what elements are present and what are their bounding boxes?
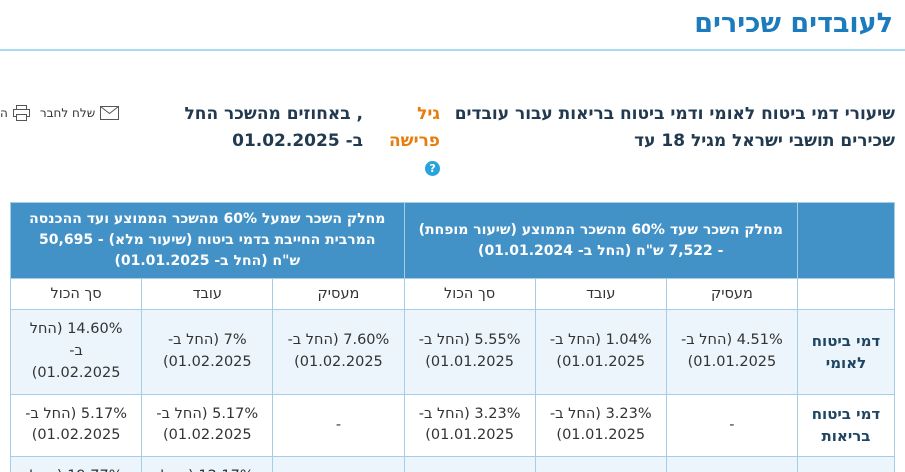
rate-cell: 1.04% (החל ב- 01.01.2025)	[534, 309, 667, 395]
rate-cell: 3.23% (החל ב- 01.01.2025)	[534, 393, 667, 458]
row-label: דמי ביטוח בריאות	[797, 393, 895, 458]
rate-cell: 7.60% (החל ב- 01.02.2025)	[272, 309, 405, 395]
sub-header-total-full: סך הכול	[9, 278, 143, 311]
rate-cell: 4.51% (החל ב- 01.01.2025)	[665, 309, 799, 395]
help-icon[interactable]: ?	[425, 161, 440, 177]
group-header-row: מחלק השכר שעד 60% מהשכר הממוצע (שיעור מו…	[10, 202, 895, 280]
print-partial-label: ה	[0, 106, 8, 121]
title-divider	[0, 49, 905, 52]
intro-heading: שיעורי דמי ביטוח לאומי ודמי ביטוח בריאות…	[163, 101, 895, 180]
rate-cell: -	[272, 393, 405, 458]
rate-cell: 19.77% (החל ב- 01.02.2025)	[9, 456, 143, 472]
intro-text-tail: , באחוזים מהשכר החל ב- 01.02.2025	[184, 104, 364, 151]
rates-table: מחלק השכר שעד 60% מהשכר הממוצע (שיעור מו…	[9, 202, 895, 472]
sub-header-employer-reduced: מעסיק	[665, 278, 799, 311]
rate-cell: 7% (החל ב- 01.02.2025)	[141, 309, 274, 395]
group-header-reduced-rate: מחלק השכר שעד 60% מהשכר הממוצע (שיעור מו…	[403, 202, 799, 280]
intro-row: שיעורי דמי ביטוח לאומי ודמי ביטוח בריאות…	[0, 101, 895, 180]
table-row-total: סך הכול 4.51% (החל ב- 01.01.2025) 4.27% …	[9, 456, 895, 472]
sub-header-employer-full: מעסיק	[272, 278, 405, 311]
share-toolbar: שלח לחבר ה	[0, 101, 120, 122]
rate-cell: 5.17% (החל ב- 01.02.2025)	[141, 393, 274, 458]
printer-icon	[12, 105, 30, 122]
retirement-age-link-label: גיל פרישה	[389, 104, 440, 151]
rate-cell: 4.51% (החל ב- 01.01.2025)	[665, 456, 799, 472]
rate-cell: 7.60% (החל ב- 01.02.2025)	[272, 456, 405, 472]
sub-header-employee-reduced: עובד	[534, 278, 667, 311]
row-label: דמי ביטוח לאומי	[797, 309, 895, 395]
rate-cell: 14.60% (החל ב- 01.02.2025)	[9, 309, 143, 395]
send-to-friend-label: שלח לחבר	[39, 106, 96, 121]
corner-cell	[797, 202, 895, 280]
sub-header-row: מעסיק עובד סך הכול מעסיק עובד סך הכול	[9, 278, 895, 311]
rate-cell: -	[665, 393, 799, 458]
table-row-national-insurance: דמי ביטוח לאומי 4.51% (החל ב- 01.01.2025…	[9, 309, 895, 395]
page-title: לעובדים שכירים	[694, 8, 893, 39]
retirement-age-link[interactable]: גיל פרישה ?	[370, 101, 440, 180]
intro-text-main: שיעורי דמי ביטוח לאומי ודמי ביטוח בריאות…	[454, 104, 895, 151]
rate-cell: 5.55% (החל ב- 01.01.2025)	[403, 309, 536, 395]
group-header-full-rate: מחלק השכר שמעל 60% מהשכר הממוצע ועד ההכנ…	[10, 202, 405, 280]
rate-cell: 5.17% (החל ב- 01.02.2025)	[9, 393, 143, 458]
corner-cell-empty	[797, 278, 895, 311]
rate-cell: 12.17% (החל ב- 01.02.2025)	[141, 456, 274, 472]
print-button[interactable]: ה	[0, 105, 30, 122]
table-row-health-insurance: דמי ביטוח בריאות - 3.23% (החל ב- 01.01.2…	[9, 393, 895, 458]
sub-header-employee-full: עובד	[141, 278, 274, 311]
page-header: לעובדים שכירים	[0, 0, 905, 52]
row-label: סך הכול	[797, 456, 895, 472]
envelope-icon	[100, 106, 120, 121]
rate-cell: 3.23% (החל ב- 01.01.2025)	[403, 393, 536, 458]
send-to-friend-button[interactable]: שלח לחבר	[39, 106, 120, 121]
rate-cell: 8.78% (החל ב- 01.01.2025)	[403, 456, 536, 472]
rate-cell: 4.27% (החל ב- 01.01.2025)	[534, 456, 667, 472]
sub-header-total-reduced: סך הכול	[403, 278, 536, 311]
